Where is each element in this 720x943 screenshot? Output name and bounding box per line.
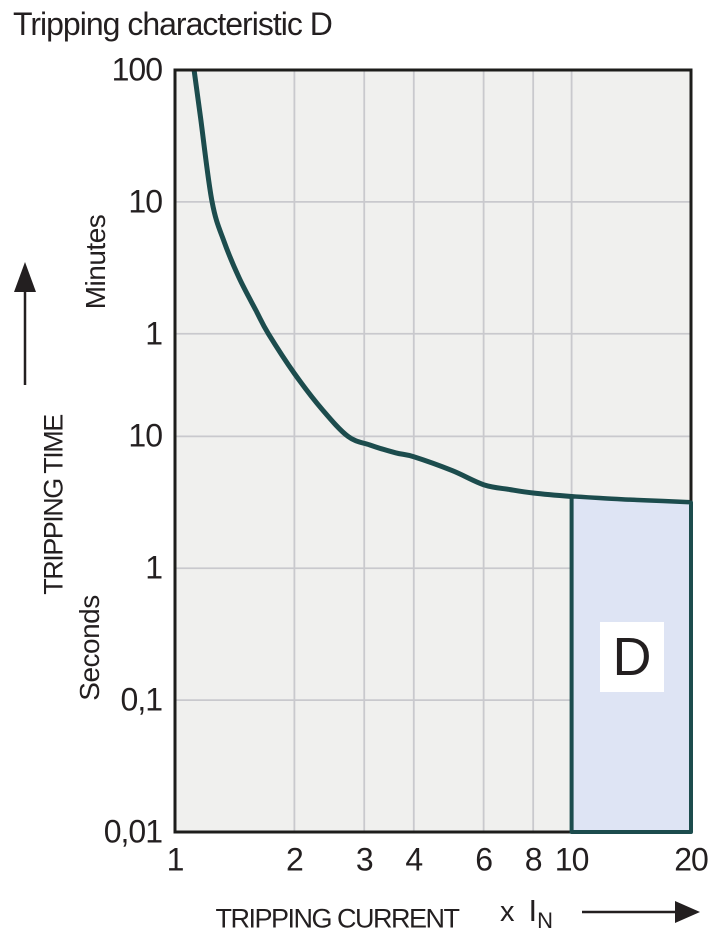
up-arrow-icon xyxy=(14,262,36,385)
y-tick-label: 10 xyxy=(128,417,163,454)
y-tick-label: 1 xyxy=(145,315,163,352)
x-tick-label: 2 xyxy=(285,841,304,878)
x-unit-subscript: N xyxy=(537,908,554,934)
y-tick-label: 0,1 xyxy=(120,681,163,718)
page-title: Tripping characteristic D xyxy=(13,6,333,42)
x-unit-prefix: x xyxy=(500,896,515,928)
x-tick-label: 1 xyxy=(166,841,185,878)
x-tick-label: 20 xyxy=(674,841,709,878)
region-label-box: D xyxy=(600,622,664,692)
y-unit-label-minutes: Minutes xyxy=(80,214,111,310)
x-axis-title: TRIPPING CURRENT xyxy=(215,903,460,934)
y-tick-label: 1 xyxy=(145,549,163,586)
region-label: D xyxy=(612,627,652,687)
x-tick-label: 4 xyxy=(405,841,423,878)
plot-frame xyxy=(173,68,693,834)
x-tick-label: 8 xyxy=(524,841,543,878)
y-tick-label: 0,01 xyxy=(103,813,163,850)
x-axis-unit: x IN xyxy=(500,893,554,934)
y-axis-title: TRIPPING TIME xyxy=(38,415,69,595)
y-tick-label: 10 xyxy=(128,183,163,220)
x-tick-label: 6 xyxy=(475,841,493,878)
x-tick-label: 3 xyxy=(355,841,374,878)
y-tick-label: 100 xyxy=(111,51,163,88)
x-unit-symbol: IN xyxy=(528,893,554,934)
y-unit-label-seconds: Seconds xyxy=(74,595,105,701)
right-arrow-icon xyxy=(582,901,700,923)
x-tick-label: 10 xyxy=(554,841,590,878)
